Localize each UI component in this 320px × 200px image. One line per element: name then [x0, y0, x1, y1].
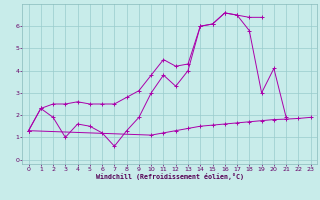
X-axis label: Windchill (Refroidissement éolien,°C): Windchill (Refroidissement éolien,°C): [96, 173, 244, 180]
